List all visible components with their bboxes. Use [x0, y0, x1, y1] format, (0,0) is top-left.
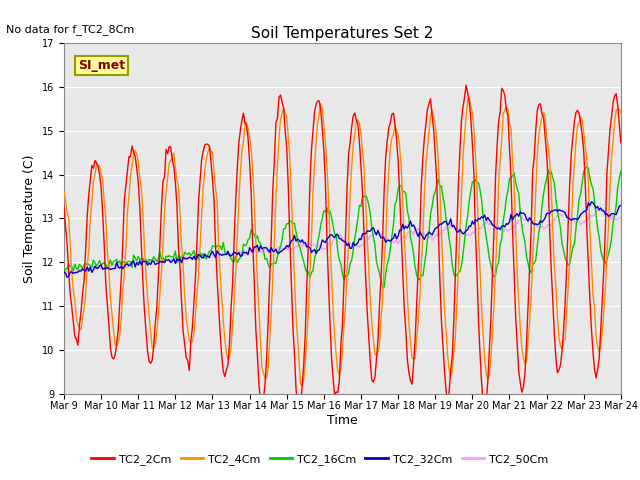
Y-axis label: Soil Temperature (C): Soil Temperature (C)	[23, 154, 36, 283]
Legend: TC2_2Cm, TC2_4Cm, TC2_16Cm, TC2_32Cm, TC2_50Cm: TC2_2Cm, TC2_4Cm, TC2_16Cm, TC2_32Cm, TC…	[87, 450, 553, 469]
X-axis label: Time: Time	[327, 414, 358, 427]
Text: SI_met: SI_met	[78, 59, 125, 72]
Text: No data for f_TC2_8Cm: No data for f_TC2_8Cm	[6, 24, 134, 35]
Title: Soil Temperatures Set 2: Soil Temperatures Set 2	[252, 25, 433, 41]
